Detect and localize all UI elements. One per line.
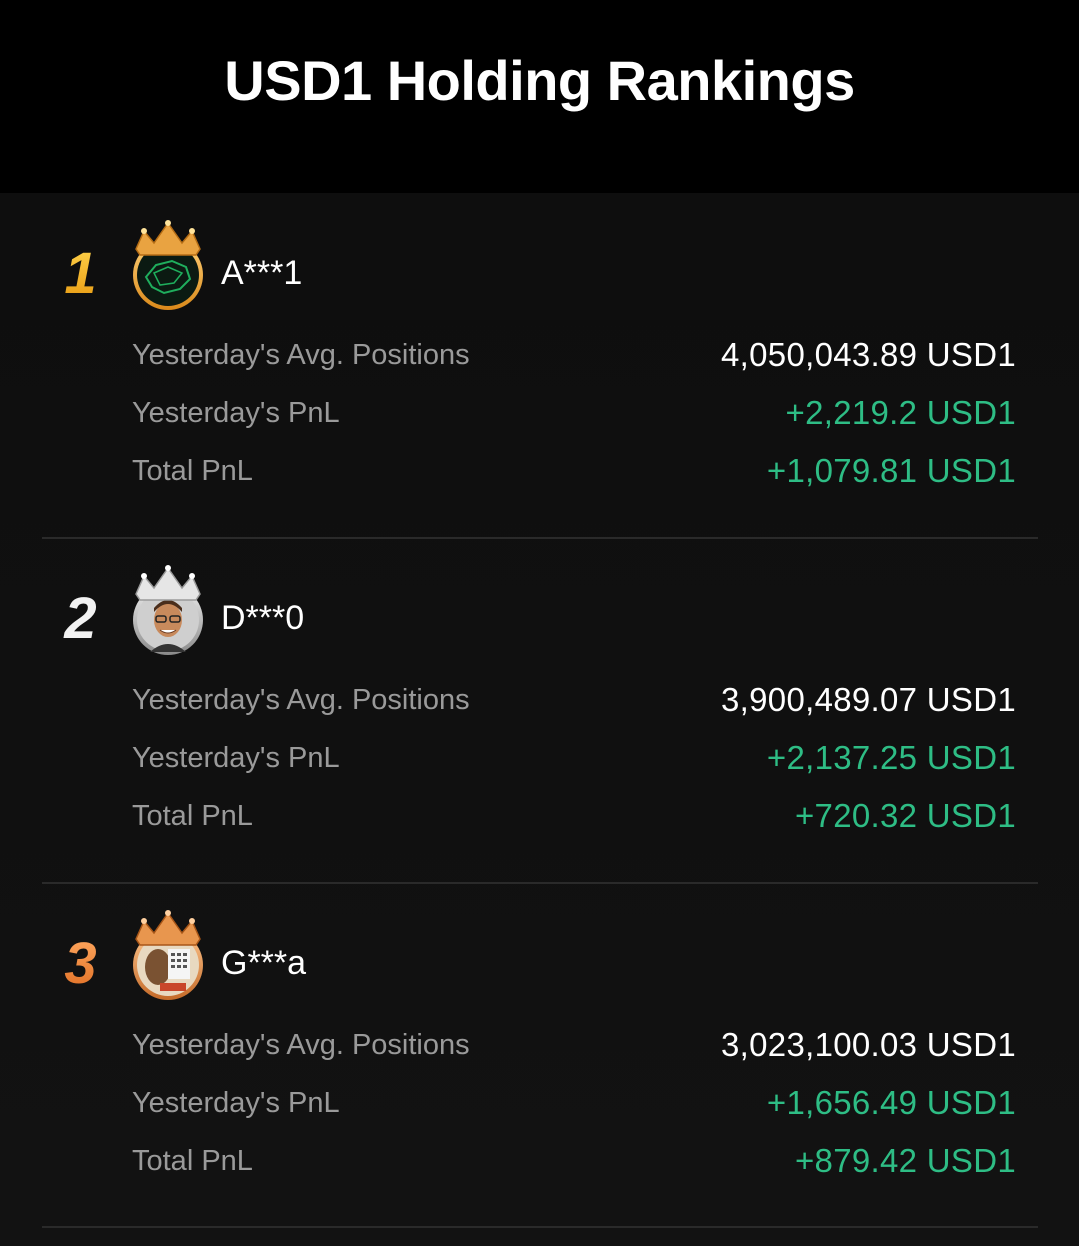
- yesterday-pnl-label: Yesterday's PnL: [132, 397, 340, 429]
- avg-positions-label: Yesterday's Avg. Positions: [132, 339, 470, 371]
- page-title: USD1 Holding Rankings: [224, 49, 855, 112]
- total-pnl-label: Total PnL: [132, 800, 253, 832]
- rankings-panel: [0, 193, 1079, 1246]
- divider: [42, 1226, 1038, 1228]
- avg-positions-row: Yesterday's Avg. Positions 4,050,043.89 …: [132, 335, 1016, 375]
- total-pnl-row: Total PnL +1,079.81 USD1: [132, 451, 1016, 491]
- total-pnl-label: Total PnL: [132, 455, 253, 487]
- avg-positions-row: Yesterday's Avg. Positions 3,023,100.03 …: [132, 1025, 1016, 1065]
- ranking-entry-2[interactable]: 2 D***0 Yesterday's Avg. Positions 3,900…: [0, 538, 1079, 883]
- yesterday-pnl-label: Yesterday's PnL: [132, 1087, 340, 1119]
- divider: [42, 537, 1038, 539]
- avatar[interactable]: [128, 560, 208, 656]
- yesterday-pnl-row: Yesterday's PnL +1,656.49 USD1: [132, 1083, 1016, 1123]
- avatar[interactable]: [128, 215, 208, 311]
- avg-positions-value: 4,050,043.89 USD1: [721, 336, 1016, 373]
- silver-crown-icon: [135, 566, 201, 601]
- yesterday-pnl-label: Yesterday's PnL: [132, 742, 340, 774]
- avg-positions-value: 3,023,100.03 USD1: [721, 1026, 1016, 1063]
- rank-number: 1: [60, 245, 100, 303]
- avg-positions-value: 3,900,489.07 USD1: [721, 681, 1016, 718]
- user-name: A***1: [221, 254, 303, 292]
- rank-number: 2: [64, 586, 96, 651]
- gold-crown-icon: [135, 221, 201, 256]
- total-pnl-value: +1,079.81 USD1: [766, 452, 1016, 489]
- total-pnl-value: +720.32 USD1: [794, 797, 1016, 834]
- yesterday-pnl-row: Yesterday's PnL +2,219.2 USD1: [132, 393, 1016, 433]
- ranking-entry-3[interactable]: 3 G***a Yesterday's Avg. Positions 3,: [0, 883, 1079, 1228]
- total-pnl-row: Total PnL +720.32 USD1: [132, 796, 1016, 836]
- user-name: G***a: [221, 944, 307, 982]
- user-name: D***0: [221, 599, 305, 637]
- yesterday-pnl-row: Yesterday's PnL +2,137.25 USD1: [132, 738, 1016, 778]
- total-pnl-label: Total PnL: [132, 1145, 253, 1177]
- avg-positions-label: Yesterday's Avg. Positions: [132, 1029, 470, 1061]
- avatar[interactable]: [128, 905, 208, 1001]
- ranking-entry-1[interactable]: 1 A***1 Yesterday's Avg. Positions 4,050…: [0, 193, 1079, 538]
- total-pnl-row: Total PnL +879.42 USD1: [132, 1141, 1016, 1181]
- yesterday-pnl-value: +1,656.49 USD1: [766, 1084, 1016, 1121]
- rank-number: 3: [60, 935, 100, 993]
- total-pnl-value: +879.42 USD1: [794, 1142, 1016, 1179]
- divider: [42, 882, 1038, 884]
- yesterday-pnl-value: +2,219.2 USD1: [785, 394, 1016, 431]
- bronze-crown-icon: [135, 911, 201, 946]
- avg-positions-label: Yesterday's Avg. Positions: [132, 684, 470, 716]
- avg-positions-row: Yesterday's Avg. Positions 3,900,489.07 …: [132, 680, 1016, 720]
- yesterday-pnl-value: +2,137.25 USD1: [766, 739, 1016, 776]
